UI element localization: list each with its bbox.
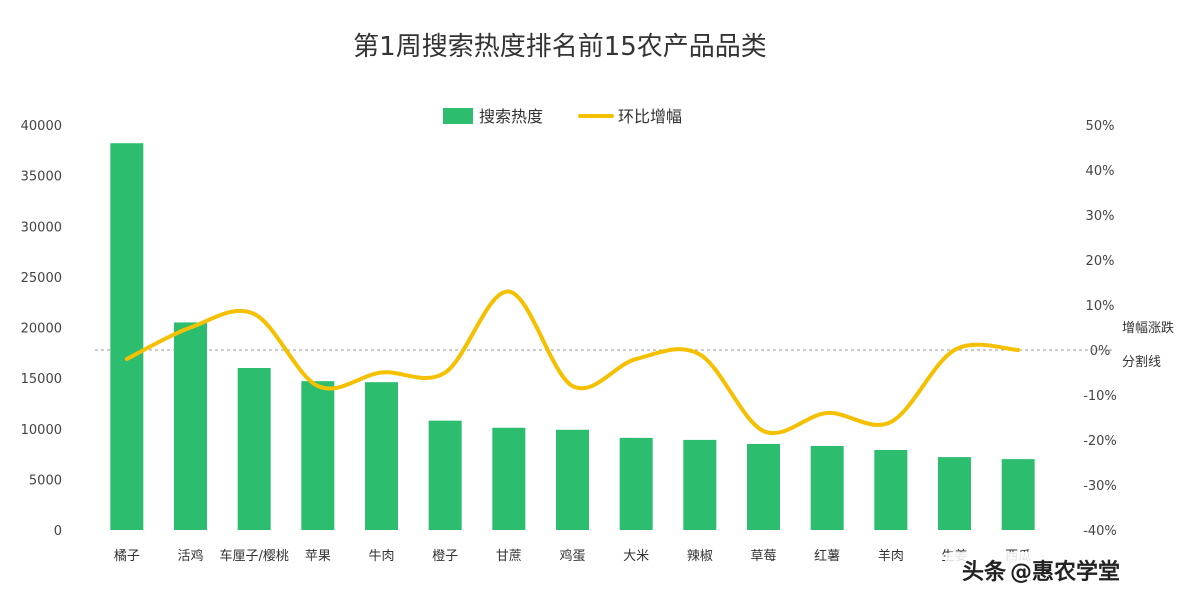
line-point (634, 357, 638, 361)
line-point (316, 384, 320, 388)
bar (110, 143, 144, 530)
bar (556, 429, 589, 530)
line-point (953, 348, 956, 352)
left-axis: 0 5000 10000 15000 20000 25000 30000 35000 40000 (21, 119, 62, 539)
right-tick-label: 30% (1086, 209, 1115, 224)
line-point (507, 290, 511, 293)
category-label: 橙子 (432, 549, 458, 564)
right-tick-label: 20% (1086, 254, 1115, 269)
line-point (762, 429, 765, 433)
reference-label-line2: 分割线 (1122, 354, 1161, 370)
line-point (443, 371, 447, 374)
right-tick-label: 50% (1086, 119, 1115, 134)
right-tick-label: -10% (1083, 389, 1117, 404)
bar (619, 437, 653, 530)
line-point (189, 326, 192, 329)
bar (683, 439, 717, 530)
reference-annotation: 增幅涨跌 分割线 (1122, 320, 1174, 370)
bar (365, 382, 398, 530)
legend-swatch-bar (443, 108, 473, 124)
line-point (698, 353, 702, 356)
watermark: 头条 @惠农学堂 (945, 552, 1185, 590)
category-label: 羊肉 (878, 548, 904, 564)
bar (237, 368, 271, 530)
legend-label-line: 环比增幅 (618, 107, 682, 126)
reference-label-line1: 增幅涨跌 (1122, 320, 1174, 336)
line-series (124, 289, 1021, 435)
watermark-badge: 头条 (962, 559, 1007, 585)
category-label: 牛肉 (368, 549, 394, 564)
left-tick-label: 5000 (29, 473, 62, 488)
bar (810, 445, 844, 530)
category-label: 苹果 (305, 549, 331, 564)
bar (1001, 459, 1035, 530)
category-label: 甘蔗 (496, 549, 522, 564)
category-label: 活鸡 (177, 548, 203, 564)
category-label: 草莓 (750, 549, 776, 564)
legend-label-bar: 搜索热度 (479, 107, 543, 126)
line-point (889, 420, 893, 424)
bar (174, 322, 207, 530)
bar (874, 450, 908, 530)
bar (747, 443, 780, 530)
right-tick-label: -20% (1083, 434, 1117, 449)
line-point (825, 411, 829, 415)
left-tick-label: 10000 (21, 423, 62, 438)
right-axis: -40% -30% -20% -10% 0% 10% 20% 30% 40% 50% (1083, 119, 1117, 539)
line-point (252, 312, 256, 316)
legend: 搜索热度 环比增幅 (443, 107, 682, 126)
category-label: 大米 (623, 549, 649, 564)
line-point (1016, 348, 1020, 352)
bar-series (110, 143, 1035, 530)
category-label: 红薯 (814, 548, 840, 564)
right-tick-label: 10% (1086, 299, 1115, 314)
bar (492, 427, 526, 530)
left-tick-label: 35000 (21, 170, 62, 185)
left-tick-label: 25000 (21, 271, 62, 286)
category-label: 鸡蛋 (559, 548, 585, 564)
left-tick-label: 20000 (21, 322, 62, 337)
left-tick-label: 0 (54, 524, 62, 539)
chart-title: 第1周搜索热度排名前15农产品品类 (353, 32, 767, 62)
category-label: 橘子 (114, 548, 140, 564)
category-label: 辣椒 (687, 549, 713, 564)
left-tick-label: 15000 (21, 372, 62, 387)
right-tick-label: -30% (1083, 479, 1117, 494)
left-tick-label: 40000 (21, 119, 62, 134)
right-tick-label: -40% (1083, 524, 1117, 539)
line-point (380, 371, 383, 374)
bar (428, 420, 462, 530)
watermark-bg (945, 552, 1185, 590)
left-tick-label: 30000 (21, 220, 62, 235)
category-label: 车厘子/樱桃 (219, 548, 288, 564)
watermark-handle: @惠农学堂 (1010, 559, 1120, 585)
bar (301, 381, 335, 530)
right-tick-label: 40% (1086, 164, 1115, 179)
bar (938, 457, 971, 530)
right-tick-label: 0% (1090, 344, 1111, 359)
line-point (125, 357, 129, 361)
line-point (571, 384, 574, 388)
